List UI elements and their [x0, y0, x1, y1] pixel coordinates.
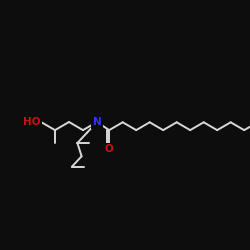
Text: O: O — [105, 144, 114, 154]
Text: N: N — [92, 117, 102, 127]
Text: HO: HO — [23, 117, 41, 127]
